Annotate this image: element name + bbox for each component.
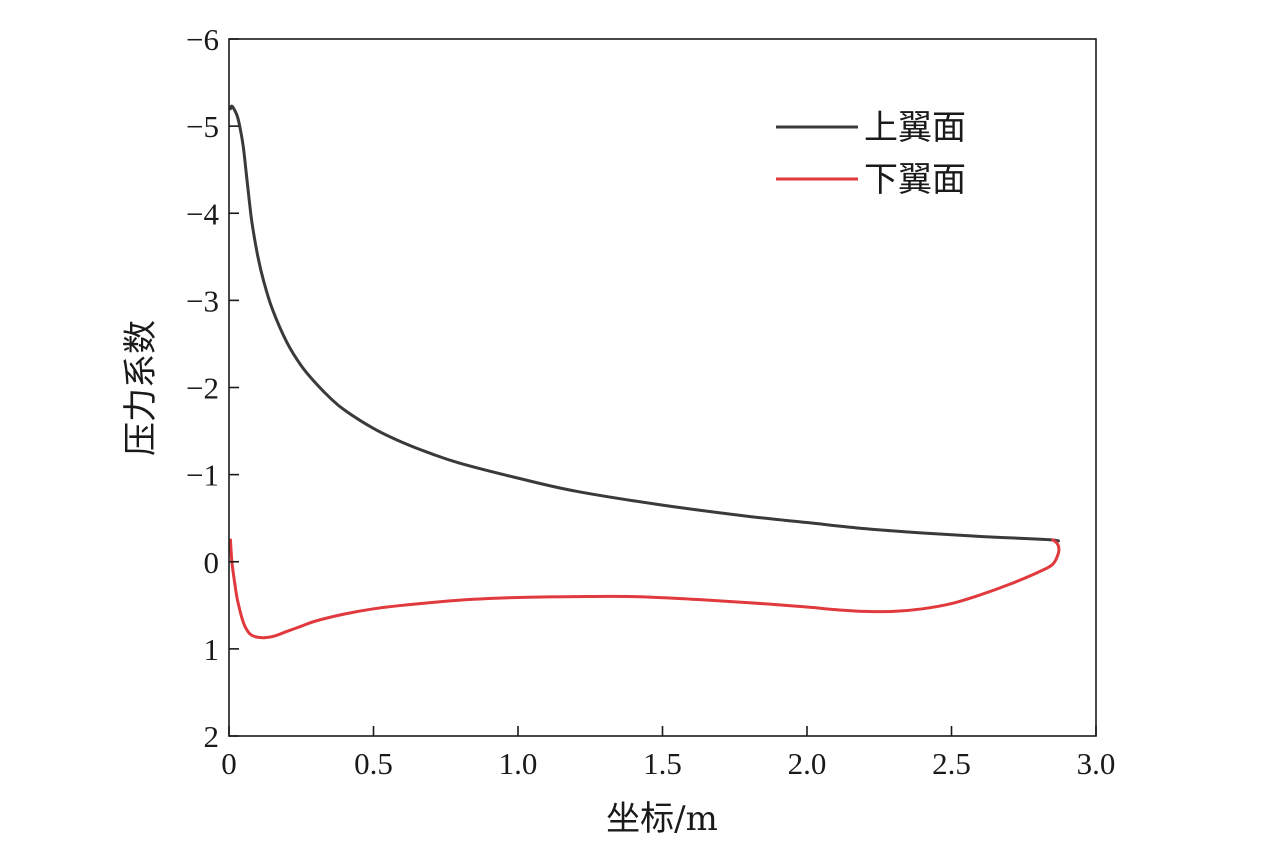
legend-label-2: 下翼面 (864, 160, 966, 200)
x-tick-label: 3.0 (1077, 746, 1116, 781)
x-tick-label: 0 (221, 746, 237, 781)
y-axis-ticks: −6 −5 −4 −3 −2 −1 0 1 2 (186, 22, 239, 754)
series-line-2 (228, 538, 1061, 640)
x-tick-label: 1.5 (643, 746, 682, 781)
y-tick-label: 2 (204, 719, 220, 754)
y-tick-label: −4 (186, 196, 219, 231)
x-tick-label: 2.5 (932, 746, 971, 781)
plot-marks (228, 104, 1061, 640)
x-axis-ticks: 0 0.5 1.0 1.5 2.0 2.5 3.0 (221, 726, 1115, 781)
x-tick-label: 0.5 (354, 746, 393, 781)
y-tick-label: −1 (186, 458, 219, 493)
y-tick-label: −6 (186, 22, 219, 57)
x-axis-label: 坐标/m (606, 799, 718, 839)
x-tick-label: 2.0 (788, 746, 827, 781)
y-tick-label: −2 (186, 371, 219, 406)
y-tick-label: 0 (204, 545, 220, 580)
y-tick-label: 1 (204, 632, 220, 667)
legend-label-1: 上翼面 (864, 108, 966, 148)
y-tick-label: −3 (186, 283, 219, 318)
x-tick-label: 1.0 (499, 746, 538, 781)
y-axis-label: 压力系数 (121, 320, 161, 456)
y-tick-label: −5 (186, 109, 219, 144)
series-line-1 (228, 104, 1060, 543)
